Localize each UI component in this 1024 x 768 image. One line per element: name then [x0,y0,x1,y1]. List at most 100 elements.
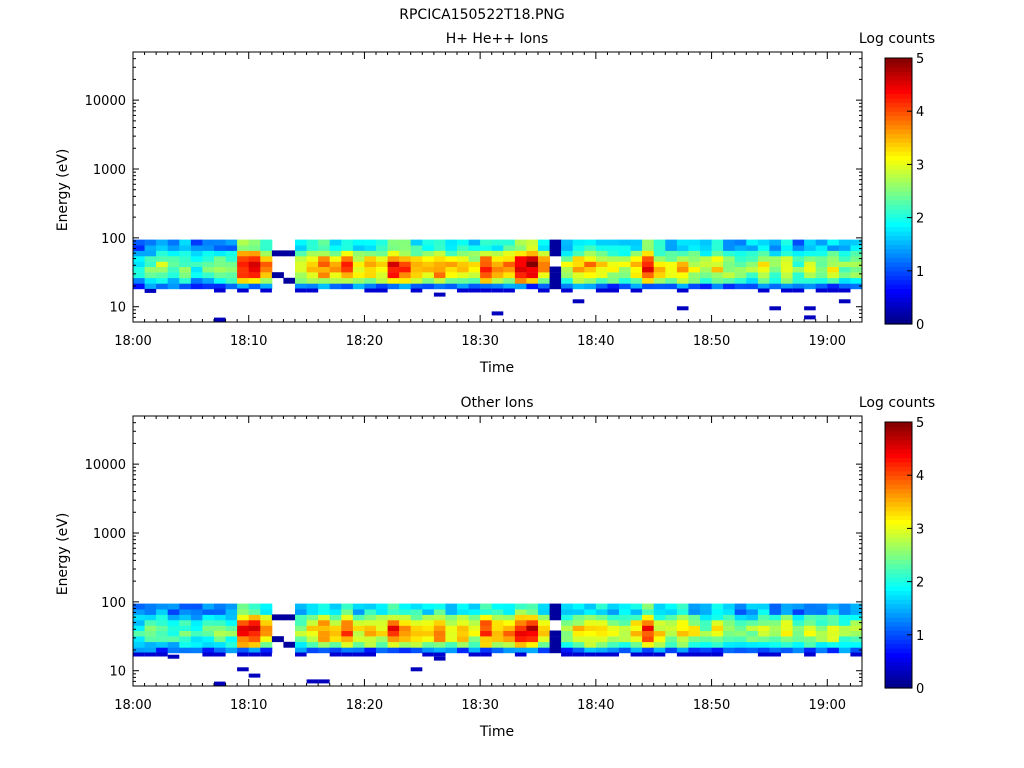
spectrogram-cell [237,283,250,290]
colorbar-segment [885,621,912,627]
spectrogram-cell [838,272,851,279]
spectrogram-cell [838,630,851,637]
colorbar-segment [885,484,912,490]
spectrogram-cell [804,603,817,610]
spectrogram-cell [850,250,863,257]
spectrogram-cell [607,609,620,615]
spectrogram-cell [595,652,608,657]
spectrogram-cell [260,609,273,615]
colorbar-segment [885,84,912,90]
spectrogram-cell [410,261,423,267]
spectrogram-cell [503,288,515,293]
colorbar-segment [885,674,912,680]
spectrogram-cell [561,609,574,615]
spectrogram-cell [329,630,342,637]
colorbar-segment [885,586,912,591]
spectrogram-cell [376,283,388,290]
spectrogram-cell [711,630,724,637]
spectrogram-cell [734,625,747,631]
spectrogram-cell [248,609,261,615]
spectrogram-cell [538,261,550,267]
spectrogram-cell [711,277,724,284]
spectrogram-cell [410,277,423,284]
spectrogram-cell [676,652,689,657]
spectrogram-cell [399,272,412,279]
colorbar-segment [885,160,912,165]
spectrogram-cell [538,288,550,293]
colorbar-segment [885,168,912,174]
spectrogram-cell [642,239,655,246]
spectrogram-cell [387,277,400,284]
spectrogram-cell [491,609,504,615]
spectrogram-cell [642,272,655,279]
spectrogram-cell [422,609,435,615]
spectrogram-cell [422,614,435,621]
spectrogram-cell [526,272,539,279]
spectrogram-cell [850,641,863,648]
spectrogram-cell [445,239,458,246]
spectrogram-cell [387,619,400,626]
spectrogram-cell [202,283,215,290]
spectrogram-cell [387,625,400,631]
colorbar-segment [885,288,912,294]
spectrogram-cell [665,283,678,290]
spectrogram-cell [156,625,169,631]
spectrogram-cell [526,277,539,284]
spectrogram-cell [584,630,597,637]
spectrogram-cell [549,283,562,290]
spectrogram-cell [549,266,562,273]
spectrogram-cell [619,250,631,257]
spectrogram-cell [700,614,712,621]
spectrogram-cell [619,261,631,267]
spectrogram-cell [676,255,689,262]
spectrogram-cell [179,636,192,643]
spectrogram-cell [619,239,631,246]
spectrogram-cell [734,619,747,626]
spectrogram-cell [133,250,145,257]
spectrogram-cell [491,614,504,621]
spectrogram-cell [341,614,354,621]
colorbar-frame [884,57,913,325]
colorbar-segment [885,639,912,645]
spectrogram-cell [491,272,504,279]
spectrogram-cell [746,647,759,654]
spectrogram-cell [387,636,400,643]
colorbar-tick-label: 5 [916,52,924,67]
colorbar-segment [885,572,912,578]
spectrogram-cell [352,630,365,637]
spectrogram-cell [514,630,527,637]
spectrogram-cell [607,630,620,637]
spectrogram-cell [642,603,655,610]
spectrogram-cell [850,283,863,290]
spectrogram-cell [619,272,631,279]
spectrogram-cell [688,614,701,621]
spectrogram-cell [306,255,319,262]
spectrogram-cell [237,630,250,637]
spectrogram-cell [538,255,550,262]
colorbar-segment [885,577,912,583]
spectrogram-cell [676,641,689,648]
spectrogram-cell [306,603,319,610]
spectrogram-cell [503,255,516,262]
spectrogram-cell [341,255,354,262]
spectrogram-cell [202,625,215,631]
spectrogram-cell [248,614,261,621]
spectrogram-cell [445,261,458,267]
spectrogram-cell [688,603,701,610]
spectrogram-cell [827,272,840,279]
spectrogram-cell [607,272,620,279]
x-tick-label: 18:50 [693,334,730,349]
spectrogram-cell [619,609,631,615]
spectrogram-cell [144,266,157,273]
spectrogram-cell [376,239,388,246]
colorbar-segment [885,80,912,86]
spectrogram-cell [711,255,724,262]
spectrogram-cell [214,625,226,631]
spectrogram-cell [387,245,400,251]
colorbar-segment [885,275,912,281]
spectrogram-cell [561,630,574,637]
spectrogram-cell [653,250,666,257]
spectrogram-cell [572,641,585,648]
spectrogram-cell [225,614,238,621]
